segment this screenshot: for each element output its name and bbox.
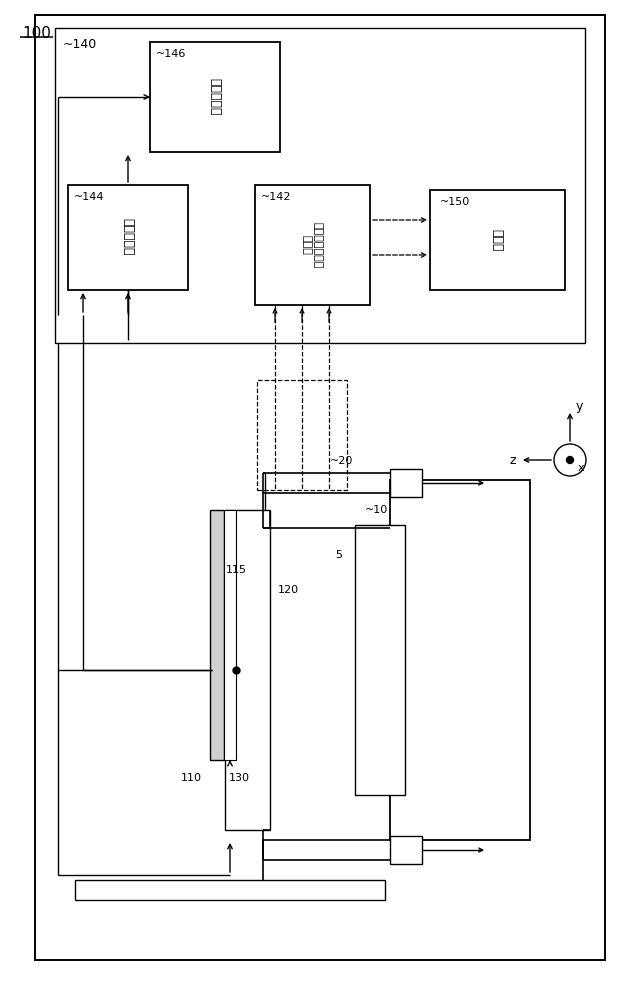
Circle shape — [566, 456, 573, 463]
Text: 5: 5 — [335, 550, 342, 560]
Text: ~10: ~10 — [365, 505, 388, 515]
Text: 蓄電池: 蓄電池 — [490, 229, 504, 251]
Text: ~20: ~20 — [330, 456, 353, 466]
Text: ~140: ~140 — [63, 38, 97, 51]
Bar — [35, 15, 605, 960]
Bar — [75, 880, 385, 900]
Bar — [225, 510, 270, 830]
Text: 開口制御部: 開口制御部 — [209, 78, 221, 116]
Bar — [150, 42, 280, 152]
Bar — [224, 510, 236, 760]
Bar — [355, 525, 405, 795]
Bar — [68, 185, 188, 290]
Text: 115: 115 — [226, 565, 247, 575]
Text: 110: 110 — [181, 773, 202, 783]
Bar — [255, 185, 370, 305]
Bar — [430, 190, 565, 290]
Text: x: x — [578, 463, 584, 473]
Text: 130: 130 — [229, 773, 250, 783]
Bar — [210, 510, 224, 760]
Bar — [390, 480, 530, 840]
Text: 温度取得部: 温度取得部 — [122, 219, 134, 255]
Bar — [55, 28, 585, 343]
Bar — [390, 836, 422, 864]
Text: ~144: ~144 — [74, 192, 104, 202]
Bar — [390, 469, 422, 497]
Text: 熱電モジュール
制御部: 熱電モジュール 制御部 — [301, 222, 323, 268]
Text: 120: 120 — [278, 585, 299, 595]
Text: y: y — [576, 399, 584, 412]
Bar — [257, 380, 347, 490]
Text: ~142: ~142 — [261, 192, 291, 202]
Text: 100: 100 — [22, 26, 51, 41]
Text: ~146: ~146 — [156, 49, 186, 59]
Text: z: z — [509, 453, 516, 466]
Text: ~150: ~150 — [440, 197, 470, 207]
